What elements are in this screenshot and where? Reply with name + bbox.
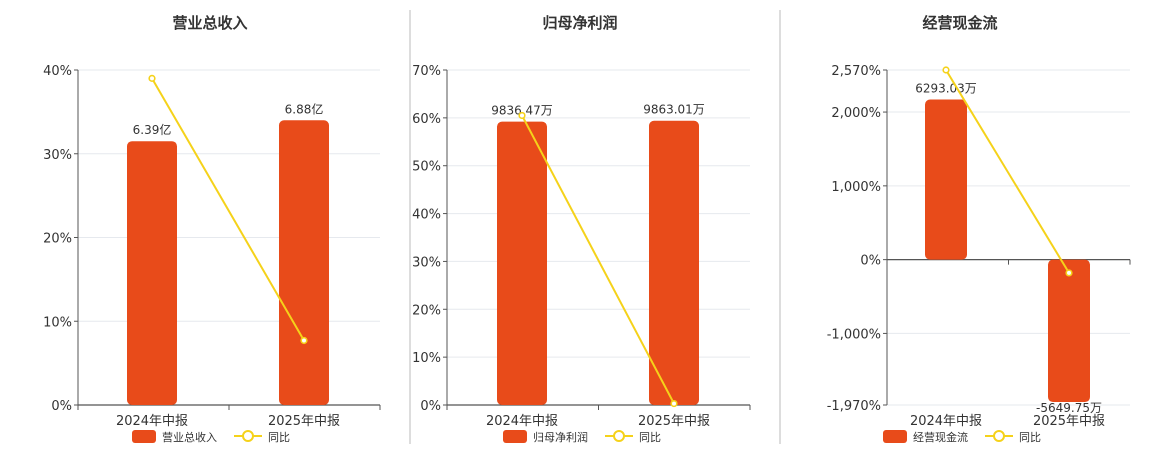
bar-value-label: -5649.75万: [1036, 401, 1102, 415]
x-tick-label: 2025年中报: [638, 414, 710, 429]
bar: [497, 121, 547, 405]
y-tick-label: -1,000%: [827, 327, 881, 342]
bar-value-label: 6.88亿: [285, 101, 324, 116]
yoy-point: [518, 111, 526, 120]
bar: [925, 99, 967, 260]
legend-bar-swatch: [883, 430, 907, 443]
y-tick-label: 30%: [412, 255, 441, 270]
bar: [1048, 259, 1090, 403]
chart-title: 归母净利润: [542, 14, 617, 32]
y-tick-label: 1,000%: [831, 180, 881, 195]
yoy-point: [148, 74, 156, 82]
yoy-point: [300, 336, 308, 345]
y-tick-label: 40%: [412, 208, 441, 223]
y-tick-label: 40%: [43, 64, 72, 79]
bar: [127, 141, 177, 405]
y-tick-label: 50%: [412, 160, 441, 175]
chart-panel-2: 归母净利润 0% 10% 20% 30% 40% 50% 60% 70% 9836.47万 9863…: [412, 14, 751, 444]
y-tick-label: 0%: [420, 399, 441, 414]
legend-line-label: 同比: [268, 431, 290, 444]
legend-bar-swatch: [132, 430, 156, 443]
y-tick-label: -1,970%: [827, 399, 881, 414]
yoy-line: [151, 77, 305, 342]
x-tick-label: 2025年中报: [1033, 414, 1105, 429]
y-tick-label: 0%: [51, 399, 72, 414]
yoy-point: [1065, 269, 1073, 277]
yoy-point: [942, 66, 950, 74]
chart-panel-1: 营业总收入 0% 10% 20% 30% 40% 6.39亿 6.88亿 2024年中报 2025…: [43, 14, 381, 444]
x-tick-label: 2024年中报: [910, 414, 982, 429]
legend-bar-label: 归母净利润: [533, 430, 588, 444]
x-tick-label: 2024年中报: [116, 414, 188, 429]
y-tick-label: 70%: [412, 64, 441, 79]
y-tick-label: 20%: [412, 303, 441, 318]
bar: [649, 120, 699, 405]
legend-bar-label: 经营现金流: [913, 430, 968, 444]
bar-value-label: 6293.03万: [915, 82, 977, 96]
legend-line-marker: [613, 430, 625, 442]
bar: [279, 120, 329, 405]
legend-line-label: 同比: [1019, 431, 1041, 444]
chart-title: 营业总收入: [172, 14, 247, 32]
x-tick-label: 2024年中报: [486, 414, 558, 429]
yoy-point: [670, 399, 678, 408]
y-tick-label: 20%: [43, 232, 72, 247]
y-tick-label: 30%: [43, 148, 72, 163]
chart-title: 经营现金流: [922, 14, 997, 32]
yoy-line: [521, 114, 675, 405]
x-tick-label: 2025年中报: [268, 414, 340, 429]
y-tick-label: 2,000%: [831, 106, 881, 121]
chart-panel-3: 经营现金流 -1,970% -1,000% 0% 1,000% 2,000% 2,570% 6…: [827, 14, 1131, 444]
legend-line-marker: [993, 430, 1005, 442]
y-tick-label: 10%: [412, 351, 441, 366]
y-tick-label: 0%: [860, 254, 881, 269]
y-tick-label: 10%: [43, 315, 72, 330]
y-tick-label: 2,570%: [831, 64, 881, 79]
bar-value-label: 9836.47万: [491, 104, 553, 118]
yoy-line: [945, 69, 1070, 274]
legend-bar-swatch: [503, 430, 527, 443]
y-tick-label: 60%: [412, 112, 441, 127]
legend-line-label: 同比: [639, 431, 661, 444]
bar-value-label: 6.39亿: [133, 122, 172, 137]
legend-line-marker: [242, 430, 254, 442]
bar-value-label: 9863.01万: [643, 103, 705, 117]
legend-bar-label: 营业总收入: [162, 430, 217, 444]
